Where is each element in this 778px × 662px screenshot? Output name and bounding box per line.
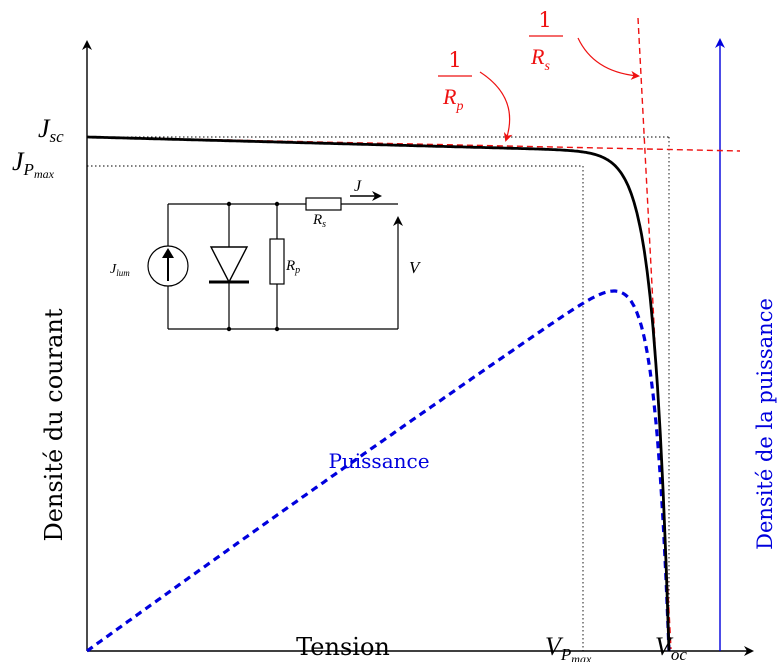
rp-annotation-arrow bbox=[479, 71, 513, 142]
voc-label: Voc bbox=[655, 632, 687, 662]
x-axis-label: Tension bbox=[296, 633, 390, 661]
current-source-symbol bbox=[147, 245, 189, 287]
equivalent-circuit bbox=[147, 191, 403, 332]
vpmax-label: VPmax bbox=[545, 632, 592, 662]
current-label: J bbox=[354, 178, 362, 195]
rp-slope-line bbox=[86, 136, 741, 152]
y-left-axis-label: Densité du courant bbox=[40, 308, 68, 541]
rp-circuit-label: Rp bbox=[285, 258, 300, 276]
diode-symbol bbox=[209, 246, 249, 284]
rp-annotation-num: 1 bbox=[448, 48, 461, 72]
voltage-label: V bbox=[409, 258, 422, 277]
rs-circuit-label: Rs bbox=[312, 212, 326, 230]
rp-annotation: 1 Rp bbox=[438, 48, 472, 114]
power-label: Puissance bbox=[328, 449, 429, 473]
power-curve bbox=[86, 289, 671, 653]
rp-resistor-symbol bbox=[269, 238, 285, 285]
current-curve bbox=[87, 135, 671, 652]
rs-resistor-symbol bbox=[305, 197, 342, 211]
jpmax-label: JPmax bbox=[12, 147, 55, 181]
rs-annotation-den: Rs bbox=[530, 44, 550, 74]
rs-annotation-arrow bbox=[577, 37, 640, 80]
rp-annotation-den: Rp bbox=[442, 84, 463, 114]
jsc-label: Jsc bbox=[38, 114, 64, 146]
rs-annotation-num: 1 bbox=[538, 8, 551, 32]
source-label: Jlum bbox=[110, 262, 130, 278]
guide-lines bbox=[87, 136, 670, 651]
y-right-axis-label: Densité de la puissance bbox=[753, 298, 777, 550]
rs-annotation: 1 Rs bbox=[529, 8, 563, 74]
